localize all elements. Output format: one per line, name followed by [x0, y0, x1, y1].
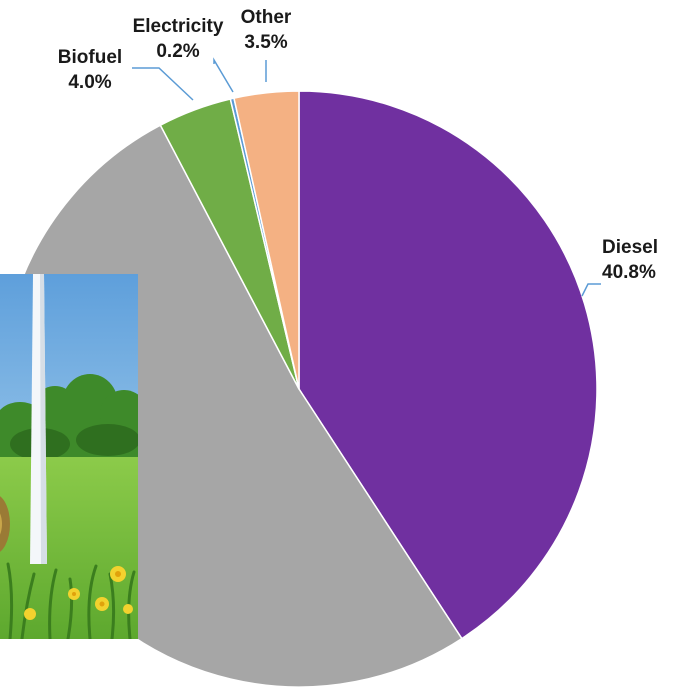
other-category-label: Other — [241, 7, 292, 28]
biofuel-percent-label: 4.0% — [68, 72, 111, 93]
electricity-percent-label: 0.2% — [156, 41, 199, 62]
diesel-percent-label: 40.8% — [602, 262, 656, 283]
leader-lines — [132, 57, 601, 297]
diesel-leader-line — [581, 283, 601, 297]
biofuel-category-label: Biofuel — [58, 47, 122, 68]
data-labels: Diesel 40.8% Biofuel 4.0% Electricity 0.2% Oth… — [58, 7, 658, 283]
biofuel-leader-line — [132, 67, 194, 101]
electricity-category-label: Electricity — [133, 16, 224, 37]
electricity-leader-line — [213, 57, 234, 93]
other-slice — [233, 90, 300, 390]
diesel-slice — [298, 90, 598, 640]
wind-turbine-meadow-photo-icon — [0, 274, 138, 639]
other-percent-label: 3.5% — [244, 32, 287, 53]
diesel-category-label: Diesel — [602, 237, 658, 258]
